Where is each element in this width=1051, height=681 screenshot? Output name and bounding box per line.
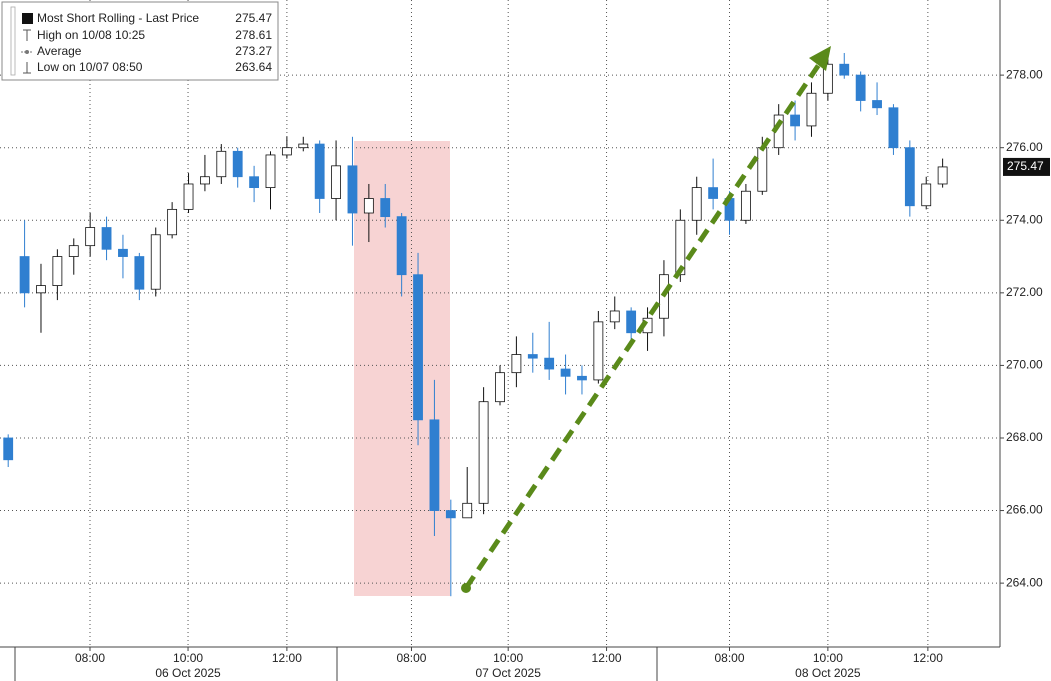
legend-icon	[23, 62, 31, 74]
candles	[3, 52, 948, 597]
arrow-head	[809, 46, 831, 71]
legend-value: 273.27	[235, 44, 272, 58]
candle-body	[740, 190, 751, 221]
y-tick-label: 272.00	[1006, 285, 1043, 299]
legend-value: 278.61	[235, 28, 272, 42]
grid	[0, 0, 1000, 647]
candle-body	[314, 143, 325, 199]
candle-body	[347, 165, 358, 214]
candle-body	[183, 183, 194, 210]
candle-body	[904, 147, 915, 207]
y-tick-label: 270.00	[1006, 358, 1043, 372]
candle-body	[806, 92, 817, 127]
candle-body	[380, 198, 391, 218]
candle-body	[413, 274, 423, 421]
candle-body	[609, 310, 620, 323]
legend: Most Short Rolling - Last Price 275.47 H…	[1, 1, 279, 81]
x-tick-label: 12:00	[272, 651, 302, 665]
candle-body	[544, 357, 555, 370]
y-tick-label: 266.00	[1006, 503, 1043, 517]
candle-body	[118, 248, 128, 257]
candle-body	[150, 234, 161, 290]
last-price-label: 275.47	[1007, 159, 1044, 173]
candle-body	[167, 208, 178, 236]
candle-body	[822, 63, 833, 94]
candle-body	[265, 154, 276, 189]
x-tick-label: 10:00	[813, 651, 843, 665]
x-tick-label: 08:00	[75, 651, 105, 665]
x-tick-label: 12:00	[913, 651, 943, 665]
candle-body	[511, 354, 522, 374]
y-tick-label: 276.00	[1006, 140, 1043, 154]
candle-body	[3, 437, 14, 461]
candle-body	[232, 150, 243, 178]
candle-body	[888, 107, 899, 149]
x-tick-label: 10:00	[173, 651, 203, 665]
candle-body	[298, 143, 309, 149]
candle-body	[429, 419, 440, 511]
axes: 264.00 266.00 268.00 270.00 272.00 274.00 276.…	[75, 67, 1050, 680]
candle-body	[200, 176, 210, 185]
candle-body	[52, 256, 63, 286]
candle-body	[527, 354, 538, 359]
candle-body	[872, 100, 882, 109]
candle-body	[462, 502, 473, 519]
candle-body	[855, 74, 866, 101]
x-tick-label: 08:00	[396, 651, 426, 665]
candle-body	[363, 198, 374, 214]
candle-body	[478, 401, 489, 504]
candle-body	[101, 227, 112, 250]
date-label: 08 Oct 2025	[795, 666, 861, 680]
candle-body	[249, 176, 260, 189]
candle-body	[495, 372, 505, 403]
legend-icon	[25, 50, 29, 54]
legend-label: High on 10/08 10:25	[37, 28, 145, 42]
candle-body	[19, 256, 30, 294]
candle-body	[331, 165, 341, 199]
y-tick-label: 278.00	[1006, 67, 1043, 81]
legend-swatch	[22, 13, 33, 24]
candle-body	[85, 227, 96, 247]
candle-body	[790, 114, 800, 127]
y-tick-label: 274.00	[1006, 212, 1043, 226]
candle-body	[134, 256, 145, 290]
candle-body	[216, 150, 227, 178]
date-label: 06 Oct 2025	[155, 666, 221, 680]
candle-body	[593, 321, 604, 381]
legend-box	[1, 1, 279, 81]
x-tick-label: 10:00	[493, 651, 523, 665]
y-tick-label: 264.00	[1006, 575, 1043, 589]
legend-value: 275.47	[235, 11, 272, 25]
candle-body	[68, 245, 79, 257]
candle-body	[445, 510, 456, 519]
candle-body	[691, 187, 702, 221]
candle-body	[708, 187, 719, 199]
candle-body	[560, 368, 571, 377]
candle-body	[36, 285, 46, 294]
candle-body	[921, 183, 932, 207]
candle-body	[577, 375, 587, 381]
candle-body	[675, 219, 686, 276]
x-tick-label: 08:00	[714, 651, 744, 665]
arrow-start	[461, 583, 471, 593]
date-label: 07 Oct 2025	[476, 666, 542, 680]
candle-body	[757, 147, 768, 192]
legend-label: Average	[37, 44, 82, 58]
trend-arrow	[463, 58, 825, 590]
x-tick-label: 12:00	[592, 651, 622, 665]
legend-label: Most Short Rolling - Last Price	[37, 11, 199, 25]
legend-label: Low on 10/07 08:50	[37, 60, 143, 74]
legend-bracket	[10, 6, 16, 76]
candle-body	[396, 216, 407, 276]
candle-body	[937, 166, 948, 185]
candle-body	[281, 147, 292, 156]
candle-body	[626, 310, 637, 334]
legend-value: 263.64	[235, 60, 272, 74]
candle-body	[839, 63, 850, 76]
legend-icon	[23, 29, 31, 41]
y-tick-label: 268.00	[1006, 430, 1043, 444]
last-price-tag	[1003, 157, 1050, 176]
